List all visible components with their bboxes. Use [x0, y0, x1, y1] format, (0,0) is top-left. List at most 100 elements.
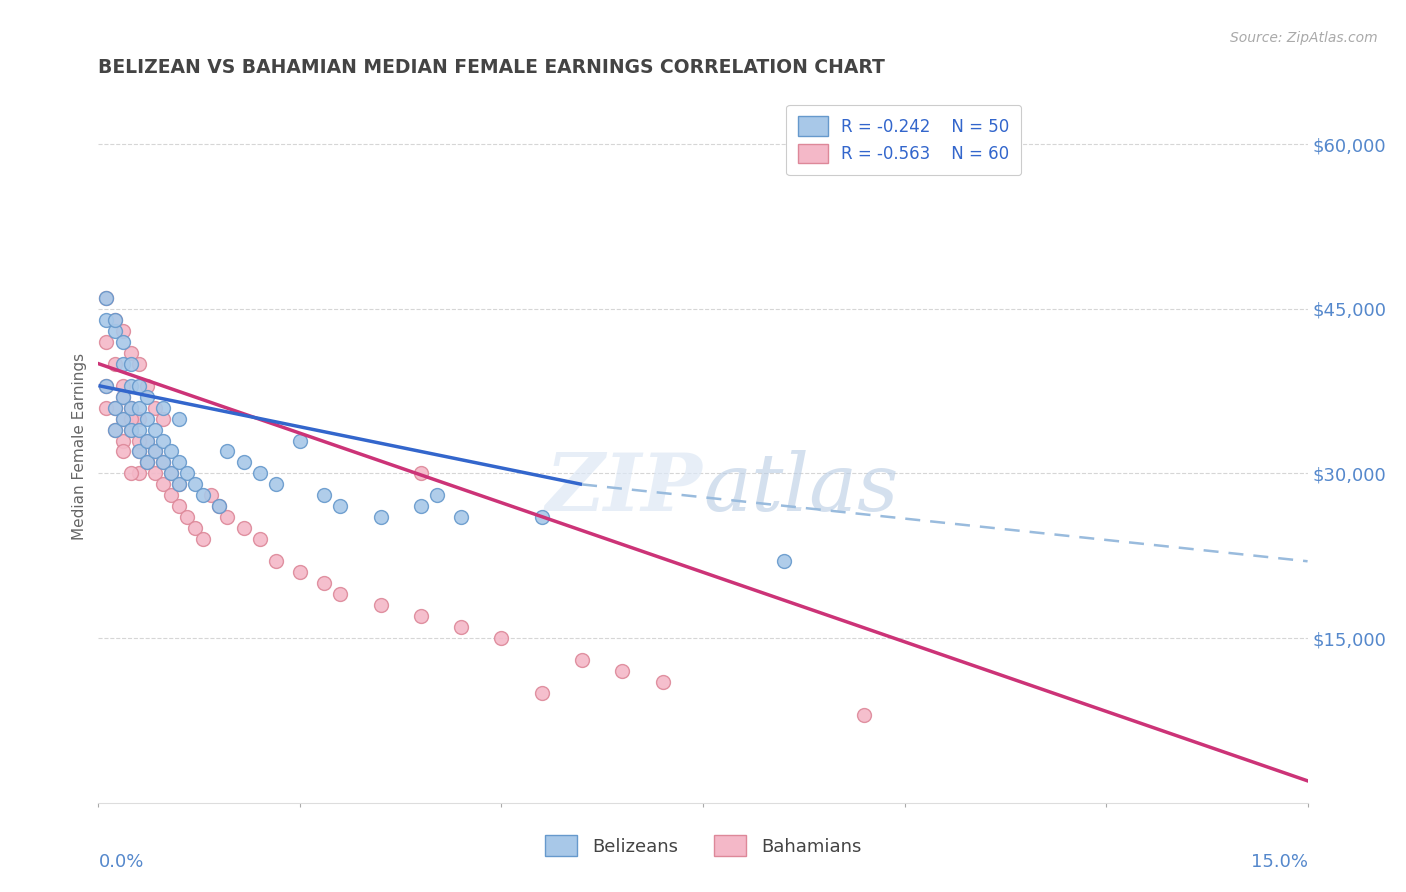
Point	[450, 620, 472, 634]
Point	[217, 510, 239, 524]
Point	[103, 401, 125, 415]
Point	[111, 357, 134, 371]
Point	[288, 434, 311, 448]
Point	[176, 510, 198, 524]
Point	[96, 291, 118, 305]
Point	[152, 434, 174, 448]
Point	[651, 675, 673, 690]
Point	[167, 477, 190, 491]
Point	[135, 378, 157, 392]
Point	[193, 488, 215, 502]
Point	[96, 334, 118, 349]
Point	[128, 378, 150, 392]
Point	[288, 566, 311, 580]
Point	[111, 390, 134, 404]
Point	[249, 533, 271, 547]
Point	[160, 467, 183, 481]
Point	[160, 444, 183, 458]
Point	[96, 312, 118, 326]
Point	[152, 477, 174, 491]
Point	[232, 455, 254, 469]
Point	[128, 444, 150, 458]
Point	[111, 411, 134, 425]
Point	[530, 510, 553, 524]
Point	[135, 434, 157, 448]
Point	[152, 401, 174, 415]
Point	[264, 554, 287, 568]
Point	[176, 467, 198, 481]
Point	[111, 434, 134, 448]
Point	[370, 598, 392, 612]
Point	[96, 378, 118, 392]
Point	[103, 423, 125, 437]
Point	[120, 345, 142, 359]
Point	[329, 587, 352, 601]
Point	[314, 488, 336, 502]
Point	[111, 324, 134, 338]
Point	[120, 378, 142, 392]
Point	[128, 401, 150, 415]
Point	[426, 488, 449, 502]
Text: ZIP: ZIP	[546, 450, 703, 527]
Point	[409, 500, 432, 514]
Point	[96, 378, 118, 392]
Point	[167, 500, 190, 514]
Point	[530, 686, 553, 700]
Point	[103, 324, 125, 338]
Point	[160, 488, 183, 502]
Point	[200, 488, 222, 502]
Point	[193, 533, 215, 547]
Point	[143, 444, 166, 458]
Point	[120, 467, 142, 481]
Legend: Belizeans, Bahamians: Belizeans, Bahamians	[536, 826, 870, 865]
Point	[128, 444, 150, 458]
Point	[135, 411, 157, 425]
Point	[120, 401, 142, 415]
Point	[167, 411, 190, 425]
Point	[152, 455, 174, 469]
Point	[103, 401, 125, 415]
Text: BELIZEAN VS BAHAMIAN MEDIAN FEMALE EARNINGS CORRELATION CHART: BELIZEAN VS BAHAMIAN MEDIAN FEMALE EARNI…	[98, 57, 886, 77]
Point	[135, 390, 157, 404]
Point	[143, 423, 166, 437]
Point	[167, 455, 190, 469]
Point	[103, 423, 125, 437]
Point	[409, 467, 432, 481]
Point	[128, 423, 150, 437]
Text: 15.0%: 15.0%	[1250, 853, 1308, 871]
Text: Source: ZipAtlas.com: Source: ZipAtlas.com	[1230, 31, 1378, 45]
Point	[217, 444, 239, 458]
Point	[96, 291, 118, 305]
Point	[167, 477, 190, 491]
Point	[184, 477, 207, 491]
Point	[135, 455, 157, 469]
Point	[314, 576, 336, 591]
Point	[128, 467, 150, 481]
Point	[128, 411, 150, 425]
Point	[409, 609, 432, 624]
Point	[152, 455, 174, 469]
Point	[853, 708, 876, 723]
Point	[772, 554, 794, 568]
Point	[571, 653, 593, 667]
Point	[450, 510, 472, 524]
Point	[491, 631, 513, 645]
Text: 0.0%: 0.0%	[98, 853, 143, 871]
Point	[96, 401, 118, 415]
Point	[208, 500, 231, 514]
Point	[135, 434, 157, 448]
Point	[329, 500, 352, 514]
Point	[135, 455, 157, 469]
Point	[103, 312, 125, 326]
Point	[128, 357, 150, 371]
Point	[143, 444, 166, 458]
Point	[103, 312, 125, 326]
Point	[120, 423, 142, 437]
Point	[120, 411, 142, 425]
Point	[249, 467, 271, 481]
Point	[111, 378, 134, 392]
Point	[111, 411, 134, 425]
Y-axis label: Median Female Earnings: Median Female Earnings	[72, 352, 87, 540]
Point	[208, 500, 231, 514]
Point	[370, 510, 392, 524]
